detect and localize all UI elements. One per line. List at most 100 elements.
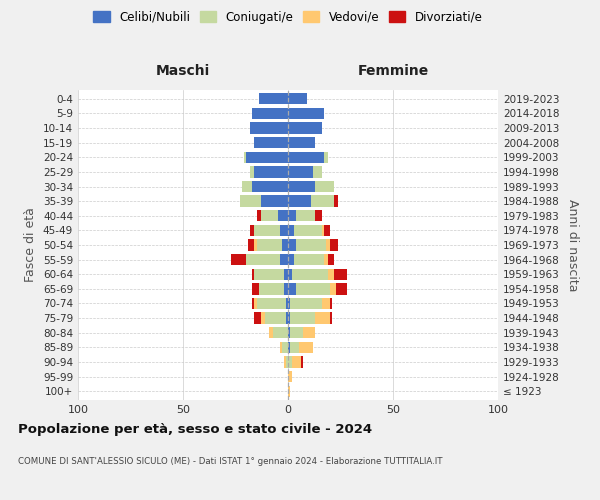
Bar	[254, 312, 260, 324]
Y-axis label: Fasce di età: Fasce di età	[25, 208, 37, 282]
Bar	[288, 371, 292, 382]
Bar	[301, 356, 303, 368]
Bar	[280, 254, 288, 266]
Bar	[259, 283, 284, 294]
Bar	[330, 240, 338, 250]
Bar	[288, 181, 316, 192]
Bar	[286, 356, 288, 368]
Bar	[288, 108, 324, 119]
Bar	[328, 268, 334, 280]
Bar	[295, 224, 322, 236]
Bar	[296, 240, 326, 250]
Bar	[322, 224, 324, 236]
Bar	[290, 327, 303, 338]
Bar	[252, 268, 254, 280]
Bar	[316, 312, 330, 324]
Bar	[324, 152, 328, 163]
Legend: Celibi/Nubili, Coniugati/e, Vedovi/e, Divorziati/e: Celibi/Nubili, Coniugati/e, Vedovi/e, Di…	[88, 6, 488, 28]
Bar	[288, 327, 290, 338]
Bar	[284, 283, 288, 294]
Bar	[252, 298, 254, 309]
Bar	[290, 298, 322, 309]
Text: Popolazione per età, sesso e stato civile - 2024: Popolazione per età, sesso e stato civil…	[18, 422, 372, 436]
Bar	[322, 298, 330, 309]
Bar	[284, 356, 286, 368]
Bar	[288, 122, 322, 134]
Bar	[311, 196, 334, 207]
Bar	[240, 196, 260, 207]
Bar	[330, 298, 332, 309]
Bar	[288, 356, 292, 368]
Bar	[288, 137, 316, 148]
Bar	[337, 283, 347, 294]
Bar	[288, 342, 290, 353]
Bar	[292, 356, 301, 368]
Bar	[259, 93, 288, 104]
Text: Maschi: Maschi	[156, 64, 210, 78]
Bar	[277, 210, 288, 222]
Bar	[280, 224, 288, 236]
Bar	[288, 312, 290, 324]
Bar	[252, 181, 288, 192]
Bar	[257, 210, 260, 222]
Bar	[288, 93, 307, 104]
Bar	[254, 298, 257, 309]
Bar	[257, 240, 282, 250]
Bar	[254, 224, 280, 236]
Bar	[330, 312, 332, 324]
Bar	[290, 312, 316, 324]
Bar	[242, 181, 252, 192]
Bar	[296, 210, 316, 222]
Bar	[288, 166, 313, 177]
Bar	[288, 224, 295, 236]
Bar	[288, 268, 292, 280]
Bar	[290, 342, 299, 353]
Bar	[254, 240, 257, 250]
Bar	[246, 152, 288, 163]
Bar	[328, 254, 334, 266]
Bar	[248, 240, 254, 250]
Bar	[288, 240, 296, 250]
Bar	[232, 254, 246, 266]
Bar	[284, 268, 288, 280]
Bar	[326, 240, 330, 250]
Bar	[260, 196, 288, 207]
Bar	[288, 386, 290, 397]
Bar	[265, 312, 286, 324]
Bar	[334, 268, 347, 280]
Bar	[274, 327, 288, 338]
Bar	[286, 298, 288, 309]
Bar	[286, 312, 288, 324]
Bar	[316, 210, 322, 222]
Bar	[260, 312, 265, 324]
Bar	[330, 283, 337, 294]
Bar	[295, 254, 324, 266]
Y-axis label: Anni di nascita: Anni di nascita	[566, 198, 579, 291]
Bar	[313, 166, 322, 177]
Bar	[244, 152, 246, 163]
Text: COMUNE DI SANT'ALESSIO SICULO (ME) - Dati ISTAT 1° gennaio 2024 - Elaborazione T: COMUNE DI SANT'ALESSIO SICULO (ME) - Dat…	[18, 458, 443, 466]
Bar	[260, 210, 277, 222]
Bar	[292, 268, 328, 280]
Bar	[303, 327, 316, 338]
Text: Femmine: Femmine	[358, 64, 428, 78]
Bar	[324, 254, 328, 266]
Bar	[250, 166, 254, 177]
Bar	[288, 152, 324, 163]
Bar	[254, 268, 284, 280]
Bar	[257, 298, 286, 309]
Bar	[288, 196, 311, 207]
Bar	[282, 240, 288, 250]
Bar	[250, 224, 254, 236]
Bar	[316, 181, 334, 192]
Bar	[334, 196, 338, 207]
Bar	[280, 342, 282, 353]
Bar	[246, 254, 280, 266]
Bar	[296, 283, 330, 294]
Bar	[254, 137, 288, 148]
Bar	[252, 108, 288, 119]
Bar	[254, 166, 288, 177]
Bar	[288, 210, 296, 222]
Bar	[324, 224, 330, 236]
Bar	[288, 298, 290, 309]
